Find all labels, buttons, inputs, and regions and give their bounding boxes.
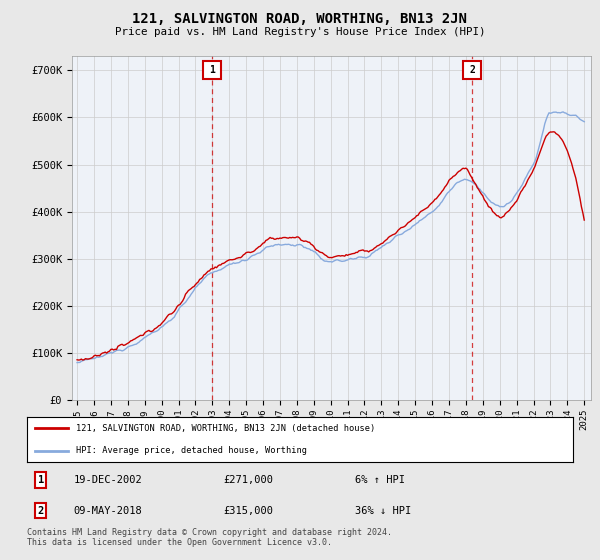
Text: HPI: Average price, detached house, Worthing: HPI: Average price, detached house, Wort… bbox=[76, 446, 307, 455]
Text: 121, SALVINGTON ROAD, WORTHING, BN13 2JN (detached house): 121, SALVINGTON ROAD, WORTHING, BN13 2JN… bbox=[76, 424, 376, 433]
Text: 36% ↓ HPI: 36% ↓ HPI bbox=[355, 506, 411, 516]
Text: 09-MAY-2018: 09-MAY-2018 bbox=[73, 506, 142, 516]
Text: 2: 2 bbox=[38, 506, 44, 516]
Text: 19-DEC-2002: 19-DEC-2002 bbox=[73, 475, 142, 485]
Text: 121, SALVINGTON ROAD, WORTHING, BN13 2JN: 121, SALVINGTON ROAD, WORTHING, BN13 2JN bbox=[133, 12, 467, 26]
Text: Contains HM Land Registry data © Crown copyright and database right 2024.
This d: Contains HM Land Registry data © Crown c… bbox=[27, 528, 392, 547]
Text: 1: 1 bbox=[38, 475, 44, 485]
Text: 1: 1 bbox=[209, 65, 215, 75]
Text: 2: 2 bbox=[469, 65, 475, 75]
Text: £315,000: £315,000 bbox=[224, 506, 274, 516]
Text: 6% ↑ HPI: 6% ↑ HPI bbox=[355, 475, 404, 485]
Text: Price paid vs. HM Land Registry's House Price Index (HPI): Price paid vs. HM Land Registry's House … bbox=[115, 27, 485, 37]
Text: £271,000: £271,000 bbox=[224, 475, 274, 485]
